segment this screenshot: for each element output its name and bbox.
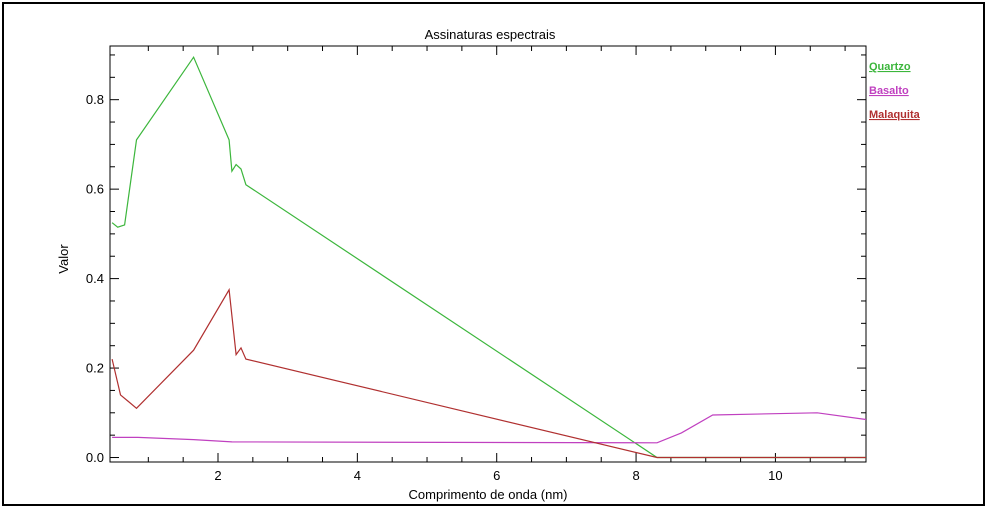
- x-axis-label: Comprimento de onda (nm): [409, 487, 568, 502]
- series-line-basalto: [112, 412, 867, 444]
- y-tick-label: 0.8: [86, 92, 104, 107]
- x-tick-label: 8: [632, 468, 639, 483]
- x-tick-label: 6: [493, 468, 500, 483]
- y-axis-label: Valor: [56, 244, 71, 274]
- x-tick-label: 10: [768, 468, 782, 483]
- legend: Quartzo Basalto Malaquita: [869, 61, 921, 121]
- y-tick-label: 0.4: [86, 271, 104, 286]
- y-tick-label: 0.6: [86, 182, 104, 197]
- y-tick-label: 0.2: [86, 361, 104, 376]
- x-tick-label: 4: [354, 468, 361, 483]
- chart-title: Assinaturas espectrais: [425, 27, 556, 42]
- x-tick-label: 2: [214, 468, 221, 483]
- legend-label-quartzo: Quartzo: [869, 61, 911, 73]
- axis-tick-labels: 2 4 6 8 10 0.0 0.2 0.4 0.6 0.8: [86, 92, 783, 483]
- series-line-quartzo: [111, 55, 866, 459]
- plot-area: [109, 45, 867, 463]
- axis-ticks: [110, 46, 866, 462]
- series-lines: [111, 55, 867, 459]
- legend-label-malaquita: Malaquita: [869, 109, 921, 121]
- series-line-malaquita: [111, 287, 866, 459]
- y-tick-label: 0.0: [86, 450, 104, 465]
- legend-label-basalto: Basalto: [869, 85, 909, 97]
